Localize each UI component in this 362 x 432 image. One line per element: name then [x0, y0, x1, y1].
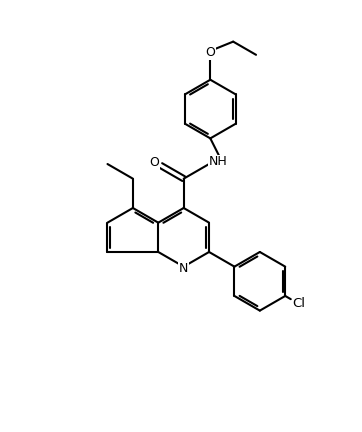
- Text: Cl: Cl: [292, 298, 306, 311]
- Text: N: N: [179, 262, 188, 275]
- Text: O: O: [205, 46, 215, 59]
- Text: O: O: [150, 156, 159, 169]
- Text: NH: NH: [209, 155, 228, 168]
